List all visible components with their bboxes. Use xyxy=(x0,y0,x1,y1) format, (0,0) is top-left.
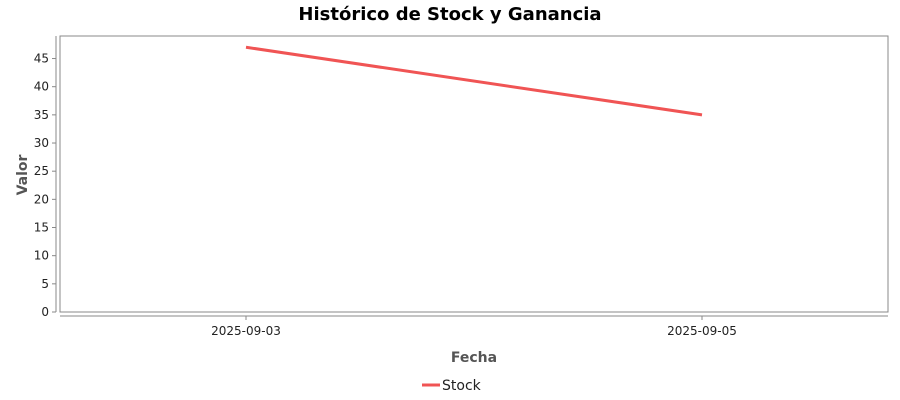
x-axis-ticks: 2025-09-03 2025-09-05 xyxy=(211,316,737,338)
x-tick-label: 2025-09-05 xyxy=(667,324,737,338)
y-tick-label: 5 xyxy=(41,277,49,291)
y-axis-ticks: 0 5 10 15 20 25 30 35 40 45 xyxy=(34,52,56,319)
y-tick-label: 15 xyxy=(34,221,49,235)
y-tick-label: 0 xyxy=(41,305,49,319)
y-tick-label: 10 xyxy=(34,249,49,263)
series-layer xyxy=(245,45,703,117)
chart-title: Histórico de Stock y Ganancia xyxy=(298,4,601,25)
legend-label-stock: Stock xyxy=(442,378,482,394)
y-tick-label: 30 xyxy=(34,136,49,150)
y-axis-title: Valor xyxy=(15,154,31,195)
y-tick-label: 35 xyxy=(34,108,49,122)
y-tick-label: 40 xyxy=(34,80,49,94)
y-tick-label: 20 xyxy=(34,192,49,206)
series-line-stock[interactable] xyxy=(245,45,703,117)
x-tick-label: 2025-09-03 xyxy=(211,324,281,338)
legend[interactable]: Stock xyxy=(422,378,482,394)
y-tick-label: 25 xyxy=(34,164,49,178)
plot-frame xyxy=(59,35,889,313)
x-axis-title: Fecha xyxy=(451,350,497,366)
y-tick-label: 45 xyxy=(34,52,49,66)
